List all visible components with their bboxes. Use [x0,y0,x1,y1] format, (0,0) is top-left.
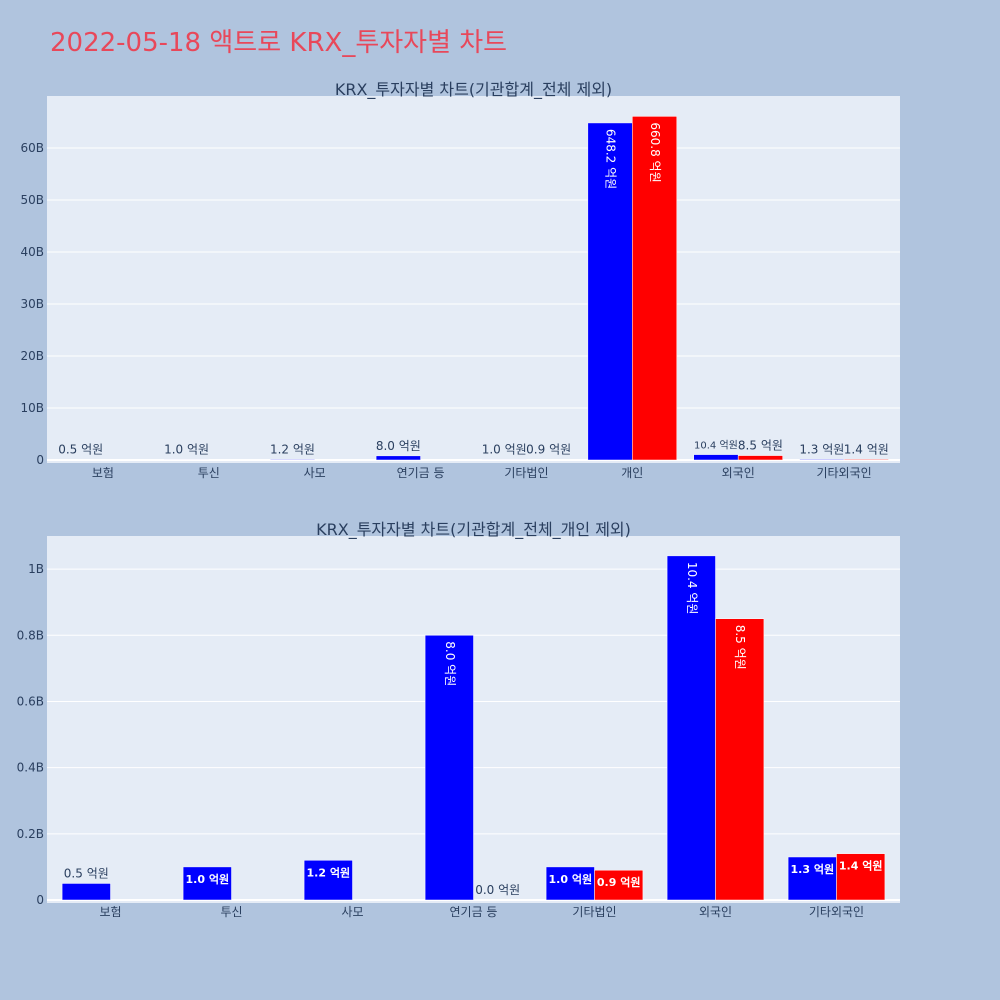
chart1-y-tick-label: 50B [20,193,44,207]
chart1-y-tick-label: 0 [36,453,44,467]
chart2-y-tick-label: 0.6B [17,694,44,708]
chart1-data-label: 8.5 억원 [738,439,783,453]
chart1-data-label: 1.4 억원 [844,442,889,456]
chart1-x-tick-label: 투신 [198,466,220,480]
chart1-x-tick-label: 보험 [92,466,114,480]
chart2-data-label: 8.0 억원 [443,641,457,686]
chart1-title: KRX_투자자별 차트(기관합계_전체 제외) [335,80,612,100]
chart1-data-label: 10.4 억원 [694,440,738,452]
chart1-y-tick-label: 40B [20,245,44,259]
chart2-data-label: 1.3 억원 [791,862,835,876]
chart2-data-label: 8.5 억원 [733,625,747,670]
chart1-data-label: 0.5 억원 [58,443,103,457]
chart2-data-label: 1.4 억원 [839,859,883,873]
chart1-data-label: 8.0 억원 [376,439,421,453]
chart1-bar-blue [799,459,845,461]
chart1-x-tick-label: 기타외국인 [816,466,871,480]
chart2-bar-red [715,618,765,901]
chart1-y-tick-label: 10B [20,401,44,415]
chart1-bar-blue [693,454,739,461]
chart1-bar-blue [481,459,527,461]
chart2-data-label: 1.2 억원 [307,865,351,879]
page-title: 2022-05-18 액트로 KRX_투자자별 차트 [50,28,508,58]
chart2-data-label: 0.5 억원 [64,866,109,880]
chart2-title: KRX_투자자별 차트(기관합계_전체_개인 제외) [316,520,631,540]
chart1-bar-blue [269,459,315,461]
chart2-data-label: 0.9 억원 [597,875,641,889]
chart2-x-tick-label: 연기금 등 [450,905,498,919]
chart2-x-tick-label: 기타외국인 [809,905,864,919]
chart1-x-tick-label: 외국인 [722,466,755,480]
chart2-bar-blue [303,860,353,901]
chart1-data-label: 1.0 억원 [482,442,527,456]
chart1-data-label: 660.8 억원 [648,122,662,182]
chart2-bar-blue [666,555,716,901]
chart2-x-tick-label: 기타법인 [572,905,616,919]
chart2-y-tick-label: 1B [28,562,44,576]
chart2-x-tick-label: 외국인 [699,905,732,919]
chart2-bar-blue [182,866,232,901]
chart1-x-tick-label: 개인 [621,466,643,480]
chart1-data-label: 1.0 억원 [164,442,209,456]
chart2-data-label: 1.0 억원 [549,872,593,886]
chart1-bar-blue [164,459,210,461]
chart1-y-tick-label: 20B [20,349,44,363]
chart2-x-tick-label: 투신 [220,905,242,919]
chart1-bar-red [632,116,678,461]
chart1-y-tick-label: 60B [20,141,44,155]
chart2-y-tick-label: 0.2B [17,827,44,841]
chart1-data-label: 648.2 억원 [604,129,618,189]
chart2-bar-blue [787,856,837,901]
chart2-x-tick-label: 사모 [341,905,363,919]
chart2-bar-blue [61,883,111,901]
chart1-plot-area [47,96,900,463]
chart1-x-tick-label: 기타법인 [504,466,548,480]
chart1-bar-blue [375,455,421,461]
chart2-bar-blue [424,635,474,901]
chart1-bar-red [843,459,889,461]
chart2-bar-blue [545,866,595,901]
chart2-data-label: 1.0 억원 [186,872,230,886]
chart2-y-tick-label: 0.8B [17,628,44,642]
chart1-bar-blue [587,122,633,461]
chart2-y-tick-label: 0.4B [17,761,44,775]
chart1-data-label: 1.2 억원 [270,442,315,456]
chart1-x-tick-label: 연기금 등 [397,466,445,480]
chart1-data-label: 0.9 억원 [526,443,571,457]
chart2-data-label: 0.0 억원 [475,883,520,897]
chart1-y-tick-label: 30B [20,297,44,311]
chart1-x-tick-label: 사모 [304,466,326,480]
chart1-bar-red [737,455,783,461]
chart2-y-tick-label: 0 [36,893,44,907]
chart2-x-tick-label: 보험 [99,905,121,919]
chart1-data-label: 1.3 억원 [799,442,844,456]
chart2-bar-red [594,869,644,901]
chart2-data-label: 10.4 억원 [685,562,699,615]
chart2-bar-red [836,853,886,901]
